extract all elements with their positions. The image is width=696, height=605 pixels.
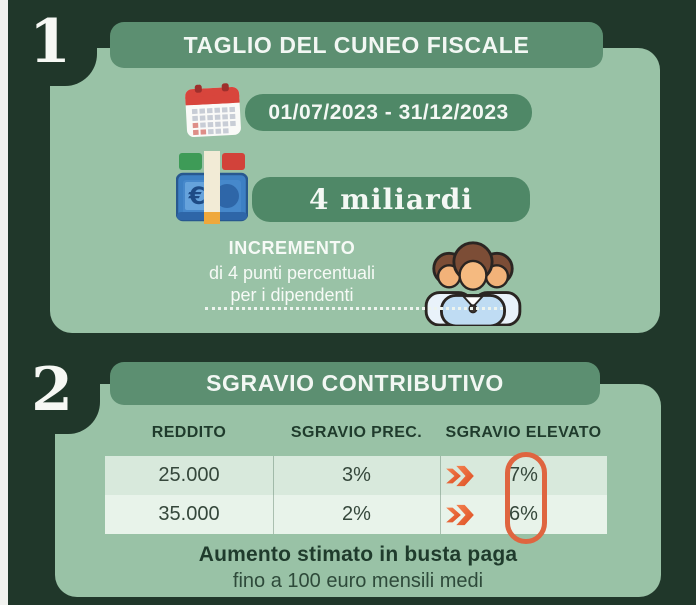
increment-line2: per i dipendenti <box>230 285 354 305</box>
table-header-row: REDDITO SGRAVIO PREC. SGRAVIO ELEVATO <box>105 424 607 442</box>
cell-sgravio-elevato: 6% <box>509 503 538 525</box>
section1-title: TAGLIO DEL CUNEO FISCALE <box>183 31 530 58</box>
footer-regular: fino a 100 euro mensili medi <box>232 570 484 592</box>
cell-sgravio-prec: 2% <box>342 503 371 525</box>
amount: 4 miliardi <box>309 183 473 216</box>
amount-pill: 4 miliardi <box>252 177 530 222</box>
increment-title: INCREMENTO <box>228 238 356 258</box>
section2-number: 2 <box>31 355 73 425</box>
highlight-capsule <box>505 452 547 544</box>
section1-title-pill: TAGLIO DEL CUNEO FISCALE <box>110 22 603 68</box>
table-divider <box>440 456 441 534</box>
section2-corner-notch <box>45 374 100 434</box>
dotted-underline <box>205 307 503 310</box>
svg-text:€: € <box>188 182 206 210</box>
euro-banknote-icon: € <box>175 150 249 228</box>
left-border-strip <box>0 0 8 605</box>
employees-icon <box>418 238 528 328</box>
date-pill: 01/07/2023 - 31/12/2023 <box>245 94 532 131</box>
date-range: 01/07/2023 - 31/12/2023 <box>268 100 509 124</box>
section2-footer: Aumento stimato in busta paga fino a 100… <box>55 543 661 593</box>
increment-line1: di 4 punti percentuali <box>208 263 376 283</box>
col-header-sgravio-prec: SGRAVIO PREC. <box>290 424 423 441</box>
col-header-reddito: REDDITO <box>151 424 227 441</box>
section2-title-pill: SGRAVIO CONTRIBUTIVO <box>110 362 600 405</box>
cell-sgravio-prec: 3% <box>342 464 371 486</box>
footer-bold: Aumento stimato in busta paga <box>198 543 518 566</box>
cell-reddito: 35.000 <box>158 503 220 525</box>
table-divider <box>273 456 274 534</box>
section2-title: SGRAVIO CONTRIBUTIVO <box>206 370 504 396</box>
arrow-chevron-icon <box>444 464 476 493</box>
calendar-icon <box>181 79 245 143</box>
cell-reddito: 25.000 <box>158 464 220 486</box>
col-header-sgravio-elevato: SGRAVIO ELEVATO <box>445 424 602 441</box>
increment-block: INCREMENTO di 4 punti percentuali per i … <box>162 238 422 306</box>
arrow-chevron-icon <box>444 503 476 532</box>
section1-number: 1 <box>29 7 71 77</box>
table-row: 35.000 2% 6% <box>105 495 607 534</box>
